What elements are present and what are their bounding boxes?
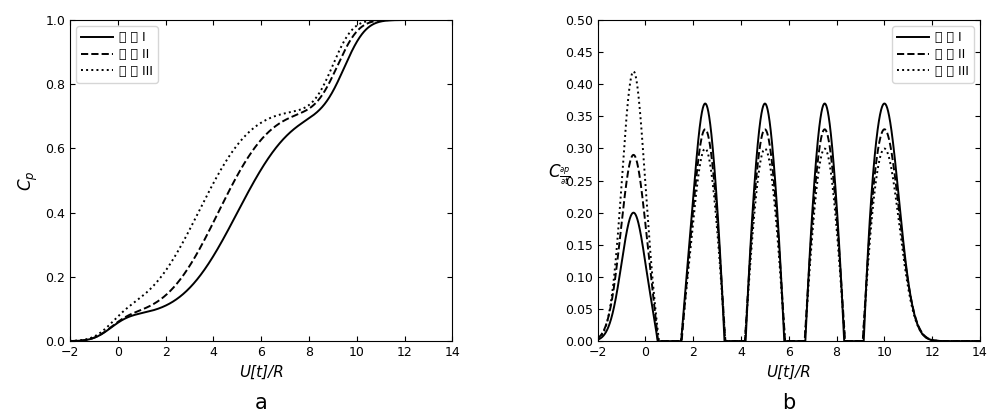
Y-axis label: $C_{\frac{\partial p}{\partial t}}$: $C_{\frac{\partial p}{\partial t}}$ xyxy=(548,163,571,187)
Legend: 工 况 I, 工 况 II, 工 况 III: 工 况 I, 工 况 II, 工 况 III xyxy=(76,26,158,83)
X-axis label: U[t]/R: U[t]/R xyxy=(766,365,811,379)
Y-axis label: $C_p$: $C_p$ xyxy=(16,170,40,191)
X-axis label: U[t]/R: U[t]/R xyxy=(239,365,284,379)
Legend: 工 况 I, 工 况 II, 工 况 III: 工 况 I, 工 况 II, 工 况 III xyxy=(892,26,974,83)
Text: b: b xyxy=(782,393,795,411)
Text: a: a xyxy=(255,393,268,411)
